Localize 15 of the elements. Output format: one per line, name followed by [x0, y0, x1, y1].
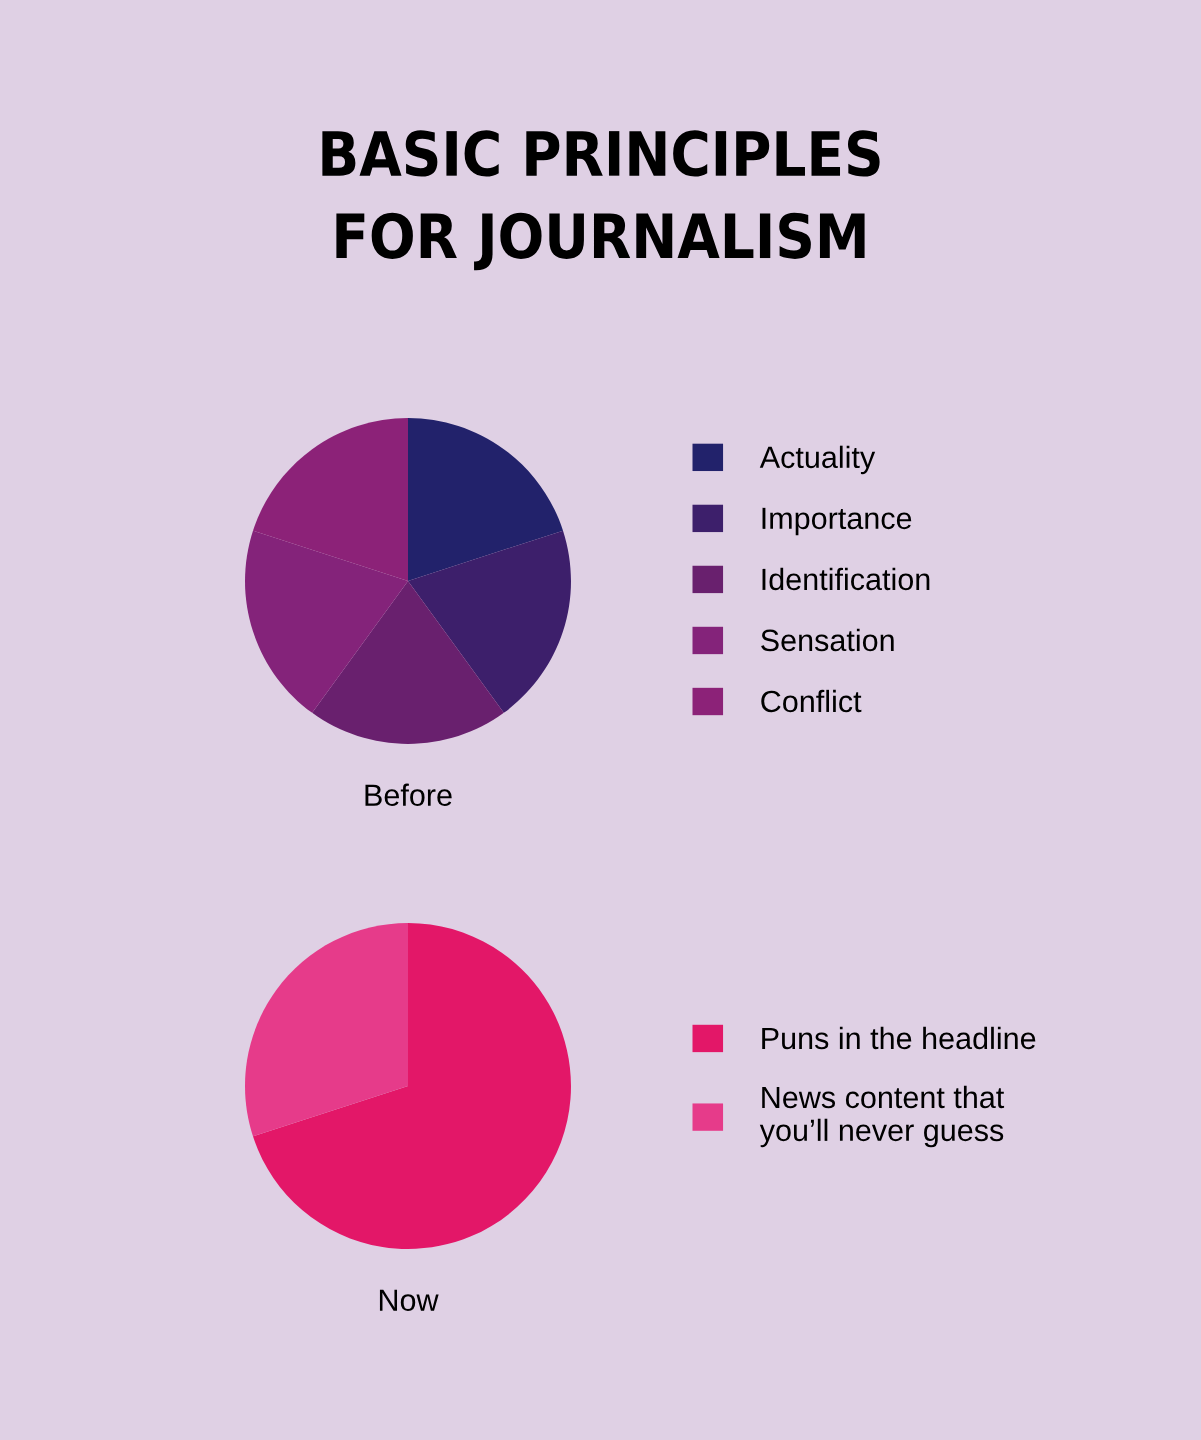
pie-slice — [312, 581, 504, 744]
legend-label: Sensation — [761, 628, 894, 652]
legend-label: Importance — [762, 507, 912, 536]
pie-slice — [408, 418, 564, 581]
pie-slice — [252, 923, 571, 1249]
chart-title: BASIC PRINCIPLES FOR JOURNALISM — [322, 130, 880, 271]
legend-label: Puns in the headline — [762, 1026, 1036, 1050]
text: Now — [379, 1289, 439, 1311]
pie-slice — [408, 530, 571, 713]
legend-label: Conflict — [761, 689, 862, 713]
text: Before — [365, 783, 452, 806]
legend-label: Identification — [762, 567, 930, 591]
legend-label: News content that you’ll never guess — [759, 1085, 1005, 1148]
pie-slice — [245, 923, 408, 1137]
legend-label: Actuality — [759, 445, 876, 475]
